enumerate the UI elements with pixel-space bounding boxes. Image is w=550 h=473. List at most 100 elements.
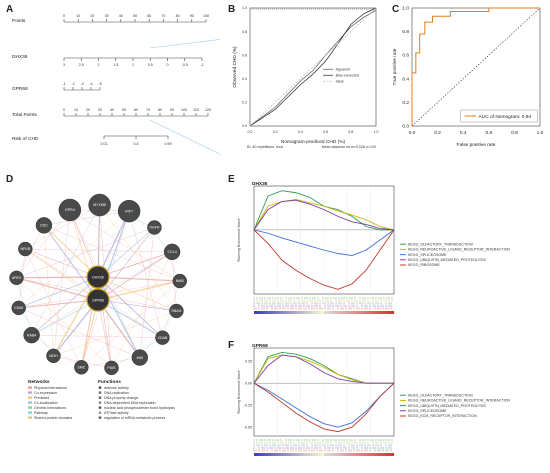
rank-gradient (392, 311, 395, 314)
calibration-plot: 0.00.0 0.2 0.2 0.4 0.4 0.6 0.6 0.8 0.8 1.0 1.0 Appa… (232, 6, 379, 149)
node-label: OGFR (149, 226, 160, 230)
tick-label: 60 (134, 108, 138, 112)
rank-gradient (304, 311, 307, 314)
function-swatch (98, 396, 102, 399)
nomogram-row-label: GPR68 (12, 86, 28, 92)
x-tick-label: 0.0 (248, 130, 253, 134)
tick-label: 0 (167, 63, 169, 67)
panel-letter-b: B (228, 4, 236, 15)
enrichment-curve (253, 199, 395, 231)
y-tick-label: 0.8 (242, 30, 247, 34)
tick-label: 70 (161, 14, 165, 18)
rank-gradient (378, 453, 381, 456)
rank-gradient (290, 453, 293, 456)
network-edge (31, 204, 100, 336)
rank-gradient (366, 311, 369, 314)
legend-label: KEGG_UBIQUITIN_MEDIATED_PROTEOLYSIS (408, 404, 487, 408)
rank-gradient (382, 311, 385, 314)
legend-label: KEGG_SPLICEOSOME (408, 409, 447, 413)
x-tick-label: 0.6 (323, 130, 328, 134)
network-edge (18, 307, 140, 358)
network-node (169, 303, 184, 319)
function-swatch (98, 386, 102, 389)
tick-label: 2.5 (79, 63, 84, 67)
network-edge (16, 277, 99, 301)
rank-gradient (280, 453, 283, 456)
rank-gradient (302, 453, 305, 456)
node-label: APEX (12, 276, 22, 280)
legend-box (460, 109, 538, 123)
network-edge (69, 209, 180, 282)
rank-gradient (306, 311, 309, 314)
panel-letter-f: F (228, 340, 235, 351)
plot-frame (249, 7, 377, 127)
tick-label: 30 (98, 108, 102, 112)
legend-label: Apparent (336, 68, 351, 72)
rank-gradient (362, 311, 365, 314)
network-edge (16, 277, 112, 369)
network-edge (25, 248, 82, 368)
function-label: DNA property change (104, 396, 138, 400)
x-tick-label: 0.2 (434, 130, 441, 136)
tick-label: 0 (63, 108, 65, 112)
network-edge (16, 209, 71, 278)
network-edge (97, 227, 155, 278)
y-tick-label: 0.25 (245, 359, 252, 363)
rank-gradient (370, 453, 373, 456)
rank-gradient (346, 453, 349, 456)
rank-gradient (260, 311, 263, 314)
rank-gradient (276, 311, 279, 314)
tick-label: 1 (132, 63, 134, 67)
gene-network: GPR4 MYO9B IRF7 OGFR CCL4 NMB SNAI1 XDAB MSI PIAS… (9, 193, 187, 420)
network-edge (111, 251, 173, 368)
rank-gradient (328, 311, 331, 314)
function-swatch (98, 406, 102, 409)
rank-gradient (258, 311, 261, 314)
node-label: RAB4 (27, 333, 36, 337)
function-label: regulation of mRNA metabolic process (104, 416, 165, 420)
rank-gradient (314, 453, 317, 456)
rank-gradient (376, 453, 379, 456)
rank-gradient (332, 453, 335, 456)
network-label: Pathway (34, 411, 48, 415)
rank-gradient (304, 453, 307, 456)
legend-label: KEGG_RIBOSOME (408, 263, 440, 267)
rank-gradient (334, 311, 337, 314)
network-node (18, 241, 33, 257)
hub-label: GPR68 (92, 298, 104, 302)
function-swatch (98, 416, 102, 419)
nomogram-row-label: Total Points (12, 112, 37, 118)
gsea-plot-dhx36: DHX36 Running Enrichment Score KEGG_OLFACT… (237, 181, 510, 314)
hub-node (86, 265, 110, 289)
tick-label: -2 (71, 82, 74, 86)
rank-gradient (286, 311, 289, 314)
rank-gradient (302, 311, 305, 314)
node-label: PIAS (107, 366, 116, 370)
node-label: CCL4 (168, 250, 177, 254)
rank-gradient (274, 311, 277, 314)
network-swatch (28, 391, 32, 394)
tick-label: 0 (63, 14, 65, 18)
rank-gradient (256, 453, 259, 456)
rank-gradient (336, 311, 339, 314)
rank-gradient (376, 311, 379, 314)
rank-gradient (268, 453, 271, 456)
rank-gradient (292, 453, 295, 456)
tick-label: 80 (158, 108, 162, 112)
rank-gradient (262, 453, 265, 456)
y-tick-label: 0.6 (242, 53, 247, 57)
x-tick-label: 1.0 (374, 130, 379, 134)
enrichment-curve (253, 382, 395, 428)
y-tick-label: 0.4 (402, 76, 409, 82)
network-edge (69, 209, 99, 278)
gene-title: DHX36 (252, 181, 268, 187)
function-label: DNA-dependent DNA replication (104, 401, 156, 405)
rank-gradient (392, 453, 395, 456)
tick-label: 120 (205, 108, 211, 112)
networks-title: Networks (28, 379, 50, 385)
nomogram-row-label: Risk of CHD (12, 136, 39, 142)
network-edge (43, 210, 130, 226)
gene-title: GPR68 (252, 343, 268, 349)
y-tick-label: 0.8 (402, 29, 409, 35)
network-edge (16, 227, 155, 279)
